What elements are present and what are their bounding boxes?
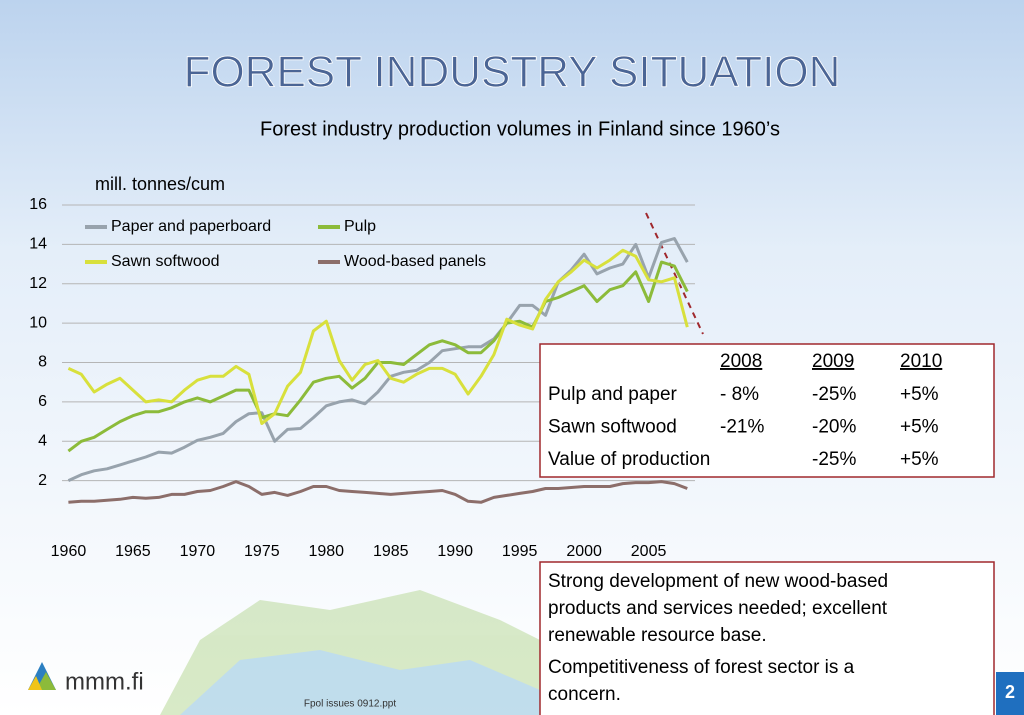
chart: 2 4 6 8 10 12 14 16 1960 1965 1970 1975 1980 1985 1990… [29, 196, 695, 560]
legend-label: Sawn softwood [111, 253, 220, 270]
y-tick-label: 6 [38, 393, 47, 410]
table-header: 2009 [812, 351, 854, 372]
legend-label: Pulp [344, 218, 376, 235]
notes-box [539, 561, 995, 715]
subtitle: Forest industry production volumes in Fi… [260, 118, 780, 140]
notes: Strong development of new wood-based prod… [548, 571, 888, 705]
x-tick-label: 2005 [631, 543, 667, 560]
note-text: Strong development of new wood-based prod… [548, 571, 888, 646]
x-tick-label: 1975 [244, 543, 280, 560]
table-cell: - 8% [720, 384, 759, 405]
series-line [67, 237, 689, 482]
legend-label: Paper and paperboard [111, 218, 271, 235]
footer: Fpol issues 0912.ppt [304, 699, 397, 710]
y-tick-label: 12 [29, 275, 47, 292]
note-text: Competitiveness of forest sector is a con… [548, 657, 855, 705]
x-tick-label: 1985 [373, 543, 409, 560]
y-tick-label: 2 [38, 472, 47, 489]
table-cell: +5% [900, 384, 939, 405]
series-line [67, 248, 689, 425]
table: 2008 2009 2010 Pulp and paper - 8% -25% +5% Saw… [548, 351, 942, 470]
x-tick-label: 1960 [51, 543, 87, 560]
logo-text: mmm.fi [65, 668, 144, 695]
logo: mmm.fi [28, 662, 144, 695]
trend-break-line [645, 212, 704, 335]
series-line [68, 480, 688, 504]
table-cell: +5% [900, 417, 939, 438]
table-cell: -20% [812, 417, 856, 438]
y-tick-label: 14 [29, 236, 47, 253]
table-row-label: Pulp and paper [548, 384, 678, 405]
table-header: 2010 [900, 351, 942, 372]
y-tick-label: 16 [29, 196, 47, 213]
y-axis-label: mill. tonnes/cum [95, 174, 225, 194]
table-row-label: Value of production [548, 449, 710, 470]
x-tick-label: 1990 [437, 543, 473, 560]
y-tick-label: 10 [29, 314, 47, 331]
table-header: 2008 [720, 351, 762, 372]
x-tick-label: 1965 [115, 543, 151, 560]
page-number-box [996, 672, 1024, 715]
y-tick-label: 4 [38, 432, 47, 449]
table-cell: +5% [900, 449, 939, 470]
table-cell: -21% [720, 417, 764, 438]
table-cell: -25% [812, 449, 856, 470]
landscape [160, 590, 540, 715]
legend-label: Wood-based panels [344, 253, 486, 270]
slide-title: FOREST INDUSTRY SITUATION [184, 48, 841, 97]
table-box [539, 343, 995, 478]
table-cell: -25% [812, 384, 856, 405]
x-tick-label: 1980 [308, 543, 344, 560]
x-tick-label: 2000 [566, 543, 602, 560]
x-tick-label: 1970 [180, 543, 216, 560]
x-tick-label: 1995 [502, 543, 538, 560]
y-tick-label: 8 [38, 354, 47, 371]
page-number: 2 [1005, 682, 1015, 702]
table-row-label: Sawn softwood [548, 417, 677, 438]
